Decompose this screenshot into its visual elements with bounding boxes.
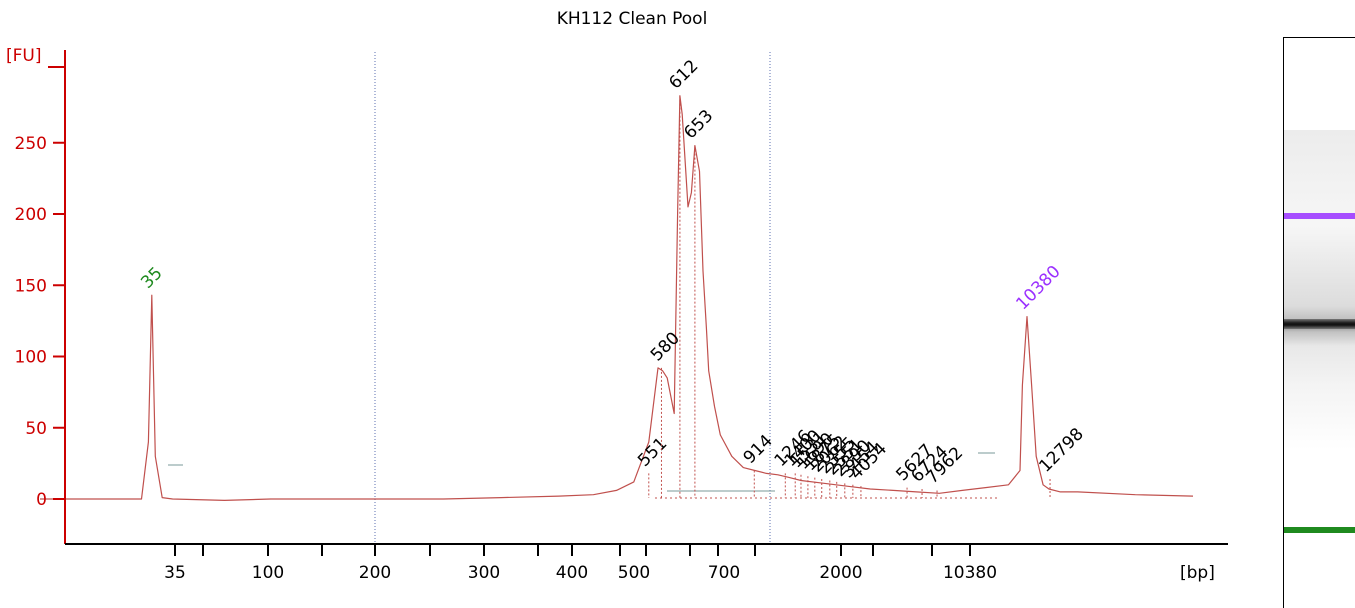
trace-line bbox=[40, 95, 1194, 501]
x-axis-label: [bp] bbox=[1180, 563, 1215, 583]
y-axis-label: [FU] bbox=[6, 46, 42, 66]
gel-band-upper-marker bbox=[1284, 213, 1355, 219]
gel-band-sample bbox=[1284, 319, 1355, 329]
y-tick-label: 0 bbox=[36, 490, 47, 510]
region-lines bbox=[168, 452, 1000, 499]
y-tick-label: 100 bbox=[15, 348, 47, 368]
y-tick-label: 200 bbox=[15, 205, 47, 225]
gel-lane bbox=[1283, 37, 1355, 608]
x-tick-label: 700 bbox=[708, 563, 740, 583]
x-tick-label: 35 bbox=[164, 563, 186, 583]
x-axis: 35 100 200 300 400 500 700 2000 10380 bbox=[65, 543, 1228, 583]
x-tick-label: 100 bbox=[252, 563, 284, 583]
x-tick-label: 200 bbox=[359, 563, 391, 583]
peak-label: 580 bbox=[647, 328, 684, 365]
y-tick-label: 250 bbox=[15, 134, 47, 154]
y-tick-label: 150 bbox=[15, 276, 47, 296]
x-tick-label: 500 bbox=[618, 563, 650, 583]
gel-band-lower-marker bbox=[1284, 527, 1355, 533]
gel-lane-background bbox=[1284, 130, 1355, 450]
chart-title: KH112 Clean Pool bbox=[557, 9, 708, 29]
peak-label: 12798 bbox=[1035, 424, 1087, 476]
trace-layer bbox=[40, 95, 1194, 501]
peak-labels: 3555158061265391412461400153116901875206… bbox=[137, 56, 1088, 498]
peak-label: 612 bbox=[665, 56, 702, 93]
x-tick-label: 400 bbox=[556, 563, 588, 583]
peak-label: 653 bbox=[680, 106, 717, 143]
peak-label: 10380 bbox=[1012, 262, 1064, 314]
peak-label: 914 bbox=[740, 431, 777, 468]
electropherogram-chart: KH112 Clean Pool [FU] [bp] 0 50 100 150 200 2… bbox=[6, 9, 1228, 583]
divider-lines bbox=[374, 52, 771, 542]
peak-label: 35 bbox=[137, 263, 166, 292]
x-tick-label: 10380 bbox=[943, 563, 997, 583]
y-axis: 0 50 100 150 200 250 bbox=[15, 50, 66, 544]
x-tick-label: 300 bbox=[468, 563, 500, 583]
y-tick-label: 50 bbox=[25, 419, 47, 439]
x-tick-label: 2000 bbox=[819, 563, 862, 583]
